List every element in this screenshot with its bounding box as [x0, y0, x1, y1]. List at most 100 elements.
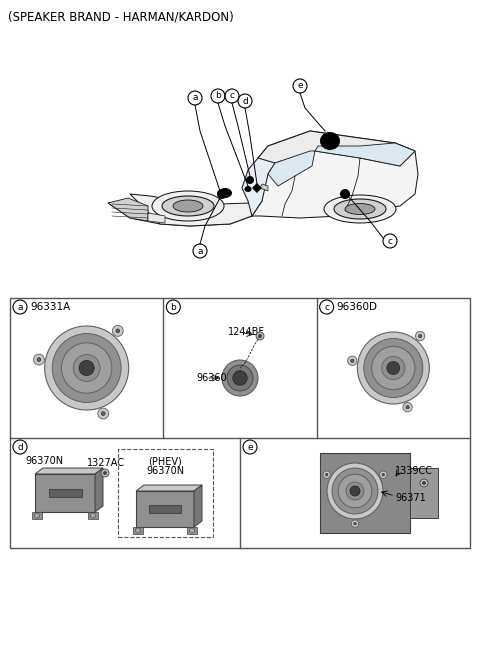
- Text: 96371: 96371: [395, 493, 426, 503]
- Text: a: a: [17, 302, 23, 312]
- Text: b: b: [215, 91, 221, 100]
- Ellipse shape: [152, 191, 224, 221]
- Bar: [133, 527, 143, 534]
- Text: c: c: [229, 91, 235, 100]
- Ellipse shape: [173, 200, 203, 212]
- Circle shape: [419, 335, 422, 338]
- Circle shape: [420, 479, 428, 487]
- Polygon shape: [194, 485, 202, 527]
- Text: c: c: [387, 237, 393, 245]
- Circle shape: [91, 513, 96, 518]
- Circle shape: [79, 360, 94, 375]
- Bar: [32, 512, 42, 519]
- Ellipse shape: [162, 196, 214, 216]
- Bar: [35, 474, 95, 512]
- Circle shape: [380, 471, 387, 478]
- Circle shape: [45, 326, 129, 410]
- Text: c: c: [324, 302, 329, 312]
- Circle shape: [346, 482, 364, 500]
- Polygon shape: [242, 158, 275, 216]
- Circle shape: [52, 333, 121, 402]
- Polygon shape: [148, 213, 165, 223]
- Circle shape: [382, 474, 384, 476]
- Circle shape: [338, 474, 372, 508]
- Circle shape: [34, 354, 45, 365]
- Polygon shape: [35, 468, 103, 474]
- Ellipse shape: [324, 195, 396, 223]
- Circle shape: [382, 356, 405, 380]
- Bar: [88, 512, 98, 519]
- Polygon shape: [130, 194, 252, 226]
- Bar: [48, 489, 82, 497]
- Circle shape: [403, 403, 412, 412]
- Text: 1244BF: 1244BF: [228, 327, 265, 337]
- Circle shape: [98, 408, 108, 419]
- Circle shape: [348, 356, 357, 365]
- Circle shape: [340, 189, 350, 199]
- Bar: [410, 468, 438, 518]
- Polygon shape: [258, 131, 415, 174]
- Text: (PHEV): (PHEV): [148, 456, 182, 466]
- Ellipse shape: [218, 188, 232, 198]
- Circle shape: [422, 482, 425, 485]
- Text: b: b: [170, 302, 176, 312]
- Text: a: a: [192, 94, 198, 102]
- Bar: [10, 298, 470, 548]
- Bar: [187, 527, 197, 534]
- Polygon shape: [315, 143, 415, 166]
- Circle shape: [37, 358, 41, 361]
- Circle shape: [116, 329, 120, 333]
- Bar: [149, 505, 181, 513]
- Text: 1327AC: 1327AC: [87, 458, 125, 468]
- Ellipse shape: [334, 199, 386, 219]
- Polygon shape: [268, 151, 315, 186]
- Circle shape: [350, 486, 360, 496]
- Circle shape: [246, 176, 254, 184]
- Text: 1339CC: 1339CC: [395, 466, 433, 476]
- Circle shape: [135, 528, 141, 533]
- Ellipse shape: [345, 203, 375, 215]
- Bar: [118, 449, 213, 537]
- Text: 96360D: 96360D: [336, 302, 378, 312]
- Circle shape: [387, 361, 400, 375]
- Circle shape: [112, 325, 123, 337]
- Circle shape: [323, 471, 330, 478]
- Circle shape: [104, 472, 107, 474]
- Circle shape: [35, 513, 39, 518]
- Circle shape: [416, 331, 425, 340]
- Circle shape: [227, 365, 253, 391]
- Polygon shape: [108, 198, 148, 221]
- Circle shape: [354, 522, 356, 525]
- Circle shape: [233, 371, 247, 385]
- Polygon shape: [136, 485, 202, 491]
- Circle shape: [357, 332, 429, 404]
- Circle shape: [325, 474, 328, 476]
- Circle shape: [332, 468, 378, 514]
- Bar: [320, 453, 410, 533]
- Circle shape: [73, 354, 100, 381]
- Polygon shape: [252, 183, 262, 193]
- Ellipse shape: [320, 132, 340, 150]
- Circle shape: [327, 463, 383, 519]
- Circle shape: [222, 360, 258, 396]
- Text: 96331A: 96331A: [30, 302, 70, 312]
- Polygon shape: [260, 184, 268, 191]
- Polygon shape: [108, 131, 418, 226]
- Text: d: d: [17, 443, 23, 451]
- Text: (SPEAKER BRAND - HARMAN/KARDON): (SPEAKER BRAND - HARMAN/KARDON): [8, 10, 234, 23]
- Text: a: a: [197, 247, 203, 255]
- Text: d: d: [242, 96, 248, 106]
- Ellipse shape: [244, 186, 252, 192]
- Text: e: e: [247, 443, 253, 451]
- Text: e: e: [297, 81, 303, 91]
- Circle shape: [351, 520, 359, 527]
- Circle shape: [372, 346, 415, 390]
- Text: 96360U: 96360U: [196, 373, 234, 383]
- Circle shape: [61, 343, 112, 393]
- Text: 96370N: 96370N: [146, 466, 184, 476]
- Circle shape: [256, 332, 264, 340]
- Circle shape: [217, 189, 227, 199]
- Circle shape: [364, 338, 423, 398]
- Circle shape: [351, 359, 354, 362]
- Polygon shape: [95, 468, 103, 512]
